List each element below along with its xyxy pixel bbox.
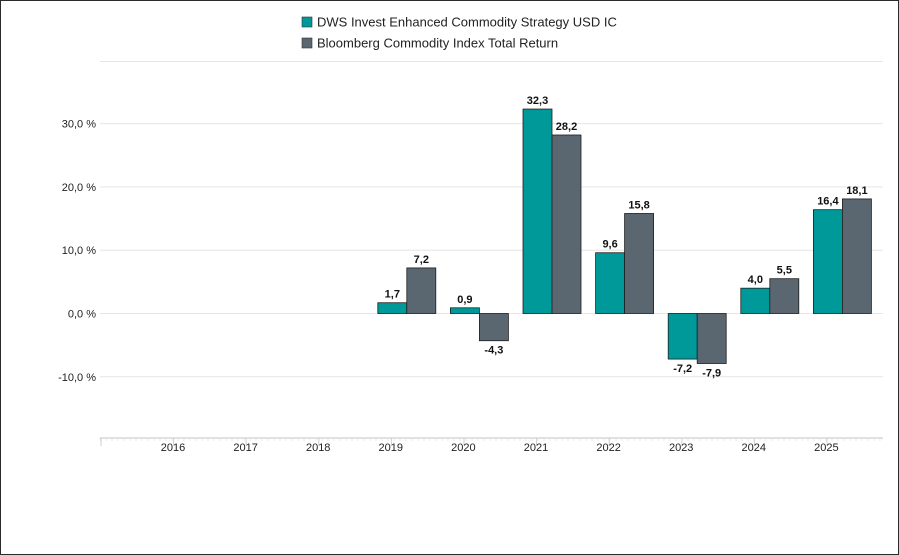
data-label-2019-series-2: 7,2 bbox=[414, 254, 429, 266]
x-tick-label-2024: 2024 bbox=[742, 442, 766, 454]
data-label-2024-series-1: 4,0 bbox=[748, 274, 763, 286]
data-labels: 1,7 7,2 0,9 -4,3 32,3 28,2 9,6 15,8 -7,2 -7,9 4,0 5… bbox=[385, 95, 868, 379]
data-label-2019-series-1: 1,7 bbox=[385, 289, 400, 301]
x-tick-label-2016: 2016 bbox=[161, 442, 185, 454]
bar-2021-series-2 bbox=[551, 134, 582, 314]
x-tick-label-2023: 2023 bbox=[669, 442, 693, 454]
y-tick-label: 0,0 % bbox=[68, 309, 96, 321]
legend-label-1: DWS Invest Enhanced Commodity Strategy U… bbox=[317, 15, 617, 30]
bar-2022-series-1 bbox=[595, 252, 625, 314]
data-label-2022-series-2: 15,8 bbox=[628, 199, 649, 211]
x-tick-label-2025: 2025 bbox=[814, 442, 838, 454]
x-tick-label-2018: 2018 bbox=[306, 442, 330, 454]
bars bbox=[377, 108, 872, 364]
data-label-2023-series-1: -7,2 bbox=[673, 363, 692, 375]
data-label-2023-series-2: -7,9 bbox=[702, 368, 721, 380]
legend-swatch-2 bbox=[301, 37, 313, 49]
x-tick-label-2021: 2021 bbox=[524, 442, 548, 454]
bar-2019-series-2 bbox=[406, 267, 437, 314]
bar-2023-series-1 bbox=[667, 313, 698, 360]
data-label-2024-series-2: 5,5 bbox=[777, 265, 792, 277]
bar-2021-series-1 bbox=[522, 108, 553, 314]
bar-2022-series-2 bbox=[624, 213, 654, 314]
x-tick-label-2017: 2017 bbox=[233, 442, 257, 454]
legend-label-2: Bloomberg Commodity Index Total Return bbox=[317, 36, 558, 51]
x-tick-label-2019: 2019 bbox=[379, 442, 403, 454]
bar-2024-series-2 bbox=[769, 278, 800, 314]
x-axis: 2016 2017 2018 2019 2020 2021 2022 2023 2024 2025 bbox=[99, 437, 883, 454]
y-axis-ticks: 30,0 % 20,0 % 10,0 % 0,0 % -10,0 % bbox=[58, 119, 96, 384]
bar-2019-series-1 bbox=[377, 302, 408, 314]
data-label-2021-series-2: 28,2 bbox=[556, 121, 577, 133]
data-label-2021-series-1: 32,3 bbox=[527, 95, 548, 107]
y-tick-label: 20,0 % bbox=[62, 182, 96, 194]
data-label-2025-series-1: 16,4 bbox=[817, 196, 839, 208]
bar-2020-series-1 bbox=[449, 307, 480, 314]
x-tick-label-2020: 2020 bbox=[451, 442, 475, 454]
bar-2025-series-1 bbox=[813, 209, 843, 314]
y-tick-label: -10,0 % bbox=[58, 372, 96, 384]
bar-2020-series-2 bbox=[478, 313, 509, 342]
data-label-2020-series-1: 0,9 bbox=[457, 294, 472, 306]
y-tick-label: 30,0 % bbox=[62, 119, 96, 131]
bar-2023-series-2 bbox=[696, 313, 727, 364]
y-tick-label: 10,0 % bbox=[62, 245, 96, 257]
data-label-2025-series-2: 18,1 bbox=[846, 185, 867, 197]
legend: DWS Invest Enhanced Commodity Strategy U… bbox=[301, 15, 617, 51]
data-label-2020-series-2: -4,3 bbox=[484, 345, 503, 357]
legend-swatch-1 bbox=[301, 16, 313, 28]
bar-2025-series-2 bbox=[842, 198, 872, 314]
x-tick-label-2022: 2022 bbox=[596, 442, 620, 454]
bar-2024-series-1 bbox=[740, 287, 771, 314]
data-label-2022-series-1: 9,6 bbox=[602, 239, 617, 251]
